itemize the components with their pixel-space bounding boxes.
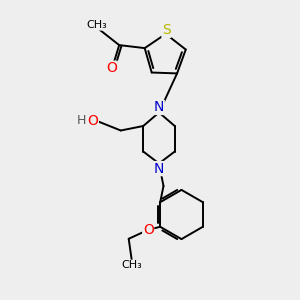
- Text: CH₃: CH₃: [86, 20, 107, 30]
- Text: O: O: [143, 223, 154, 237]
- Text: O: O: [87, 114, 98, 128]
- Text: O: O: [106, 61, 117, 75]
- Text: H: H: [77, 114, 86, 128]
- Text: N: N: [154, 100, 164, 114]
- Text: CH₃: CH₃: [121, 260, 142, 270]
- Text: S: S: [162, 23, 171, 37]
- Text: N: N: [154, 162, 164, 176]
